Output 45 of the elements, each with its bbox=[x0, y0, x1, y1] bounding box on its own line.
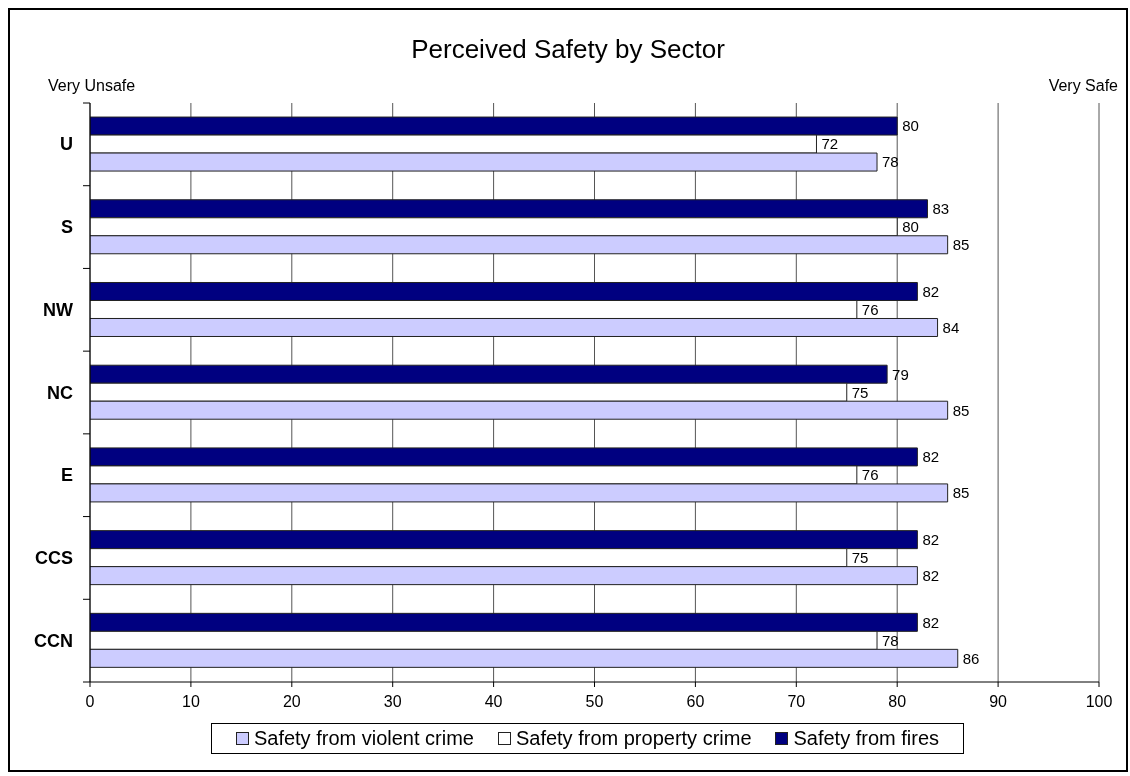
data-label: 80 bbox=[902, 218, 919, 236]
x-tick-label: 50 bbox=[585, 693, 604, 711]
x-tick-label: 70 bbox=[787, 693, 806, 711]
data-label: 82 bbox=[922, 448, 940, 466]
data-label: 83 bbox=[932, 200, 950, 218]
legend-label: Safety from fires bbox=[793, 727, 940, 750]
y-tick-label: CCN bbox=[34, 630, 73, 651]
legend-label: Safety from property crime bbox=[515, 727, 752, 750]
data-label: 84 bbox=[942, 318, 960, 336]
data-label: 80 bbox=[902, 117, 919, 135]
x-tick-label: 100 bbox=[1085, 693, 1113, 711]
y-tick-label: NC bbox=[47, 382, 73, 403]
x-tick-label: 20 bbox=[282, 693, 301, 711]
x-tick-label: 90 bbox=[989, 693, 1008, 711]
text: Very Unsafe bbox=[48, 77, 136, 95]
x-tick-label: 80 bbox=[888, 693, 907, 711]
x-tick-label: 40 bbox=[484, 693, 503, 711]
data-label: 79 bbox=[892, 365, 909, 383]
data-label: 78 bbox=[882, 631, 899, 649]
legend-label: Safety from violent crime bbox=[253, 727, 474, 750]
data-label: 86 bbox=[962, 649, 980, 667]
chart-title: Perceived Safety by Sector bbox=[410, 34, 726, 64]
y-tick-label: NW bbox=[43, 299, 73, 320]
y-tick-label: U bbox=[60, 134, 73, 155]
data-label: 72 bbox=[821, 135, 839, 153]
y-tick-label: E bbox=[60, 465, 73, 486]
data-label: 85 bbox=[952, 484, 970, 502]
data-label: 85 bbox=[952, 401, 970, 419]
data-label: 82 bbox=[922, 282, 940, 300]
text: Very Safe bbox=[1048, 77, 1118, 95]
x-tick-label: 60 bbox=[686, 693, 705, 711]
data-label: 82 bbox=[922, 613, 940, 631]
x-tick-label: 30 bbox=[383, 693, 402, 711]
x-tick-label: 10 bbox=[182, 693, 200, 711]
data-label: 75 bbox=[851, 383, 869, 401]
x-tick-label: 0 bbox=[85, 693, 95, 711]
data-label: 82 bbox=[922, 566, 940, 584]
data-label: 82 bbox=[922, 530, 940, 548]
y-tick-label: CCS bbox=[34, 547, 73, 568]
data-label: 85 bbox=[952, 236, 970, 254]
y-tick-label: S bbox=[60, 217, 73, 238]
data-label: 78 bbox=[882, 153, 899, 171]
data-label: 75 bbox=[851, 548, 869, 566]
data-label: 76 bbox=[861, 466, 879, 484]
data-label: 76 bbox=[861, 300, 879, 318]
